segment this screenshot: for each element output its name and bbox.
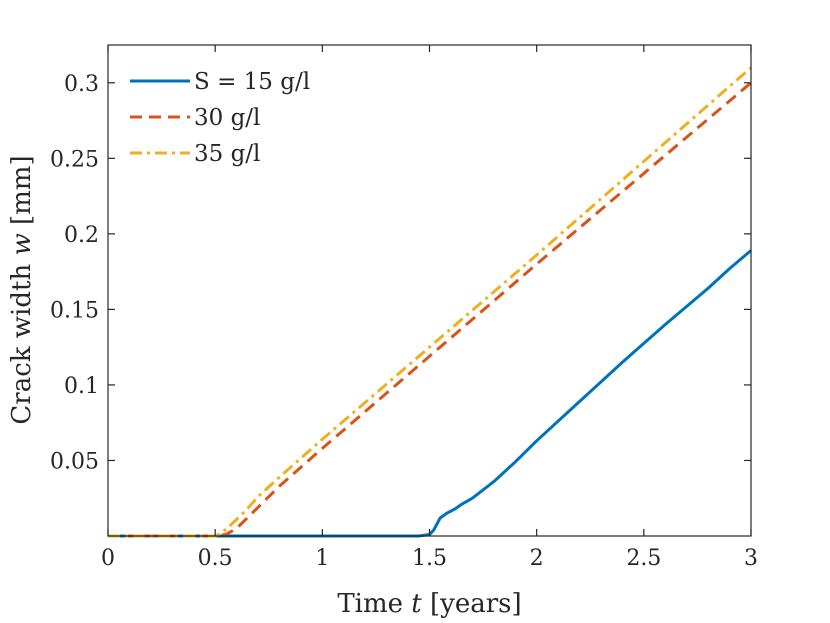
x-tick-label: 1 <box>315 546 329 571</box>
x-tick-label: 0 <box>101 546 115 571</box>
legend-label-3: 35 g/l <box>194 141 260 167</box>
y-tick-label: 0.15 <box>50 298 99 323</box>
series-line-3 <box>108 66 752 538</box>
y-tick-label: 0.05 <box>50 449 99 474</box>
legend-label-2: 30 g/l <box>194 105 260 131</box>
series-line-2 <box>108 81 752 538</box>
y-tick-label: 0.3 <box>64 72 99 97</box>
x-tick-label: 0.5 <box>198 546 233 571</box>
legend: S = 15 g/l 30 g/l 35 g/l <box>130 69 310 167</box>
x-tick-label: 1.5 <box>412 546 447 571</box>
legend-label-1: S = 15 g/l <box>194 69 310 95</box>
x-tick-label: 3 <box>744 546 758 571</box>
axes-layer: 0 0.5 1 1.5 2 2.5 3 0.05 0.1 0.15 0.2 0.25 0.3 <box>50 44 758 571</box>
x-tick-label: 2.5 <box>626 546 661 571</box>
x-tick-label: 2 <box>530 546 544 571</box>
y-tick-label: 0.1 <box>64 374 99 399</box>
y-axis-label: Crack width w [mm] <box>7 155 37 424</box>
plot-area <box>108 45 751 536</box>
y-tick-label: 0.2 <box>64 223 99 248</box>
x-axis-label: Time t [years] <box>337 589 521 619</box>
y-tick-label: 0.25 <box>50 147 99 172</box>
